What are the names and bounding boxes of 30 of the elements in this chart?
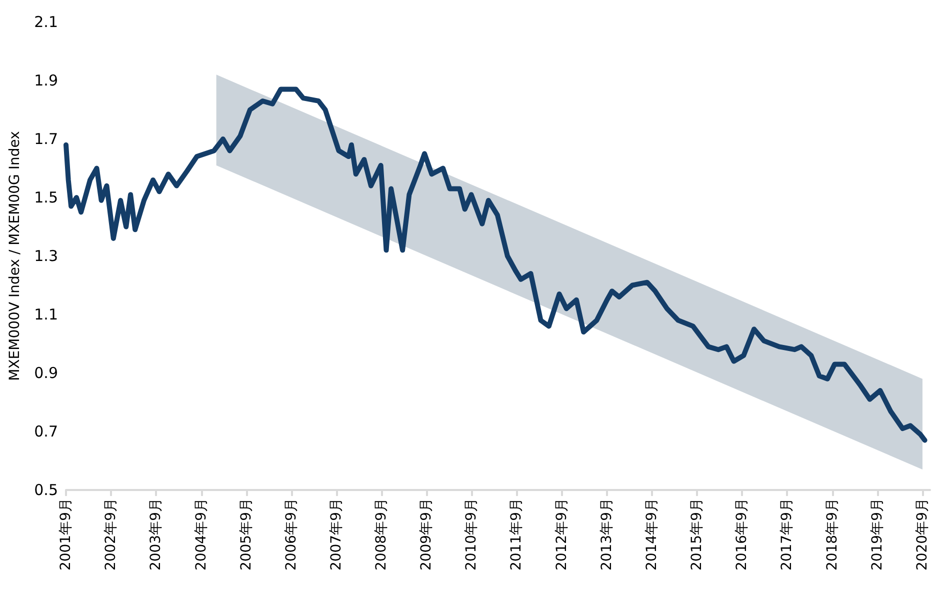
y-tick-label: 1.3 (34, 247, 58, 265)
x-tick-label: 2019年9月 (869, 498, 886, 571)
x-tick-label: 2009年9月 (418, 498, 435, 571)
x-tick-label: 2014年9月 (644, 498, 660, 571)
x-tick-label: 2018年9月 (824, 498, 840, 571)
y-tick-label: 2.1 (34, 13, 58, 31)
x-tick-label: 2006年9月 (283, 498, 300, 571)
y-tick-label: 1.7 (34, 130, 58, 148)
x-tick-label: 2007年9月 (328, 498, 344, 571)
x-tick-label: 2017年9月 (779, 498, 796, 571)
x-tick-label: 2003年9月 (148, 498, 164, 571)
y-tick-label: 0.9 (34, 364, 58, 382)
x-tick-label: 2013年9月 (598, 498, 615, 571)
x-tick-label: 2016年9月 (734, 498, 750, 571)
x-tick-label: 2011年9月 (508, 498, 525, 571)
x-tick-label: 2001年9月 (58, 498, 74, 571)
x-tick-label: 2020年9月 (914, 498, 930, 571)
y-axis-title: MXEM000V Index / MXEM00G Index (7, 131, 23, 381)
y-tick-label: 0.5 (34, 481, 58, 499)
y-tick-label: 1.9 (34, 72, 58, 90)
x-tick-label: 2010年9月 (464, 498, 480, 571)
y-tick-label: 1.5 (34, 188, 58, 206)
y-tick-label: 0.7 (34, 422, 58, 440)
x-tick-label: 2015年9月 (689, 498, 705, 571)
x-tick-label: 2008年9月 (374, 498, 390, 571)
x-tick-label: 2004年9月 (193, 498, 210, 571)
x-tick-label: 2002年9月 (103, 498, 120, 571)
x-tick-label: 2012年9月 (554, 498, 570, 571)
y-tick-label: 1.1 (34, 306, 58, 324)
x-tick-label: 2005年9月 (238, 498, 254, 571)
